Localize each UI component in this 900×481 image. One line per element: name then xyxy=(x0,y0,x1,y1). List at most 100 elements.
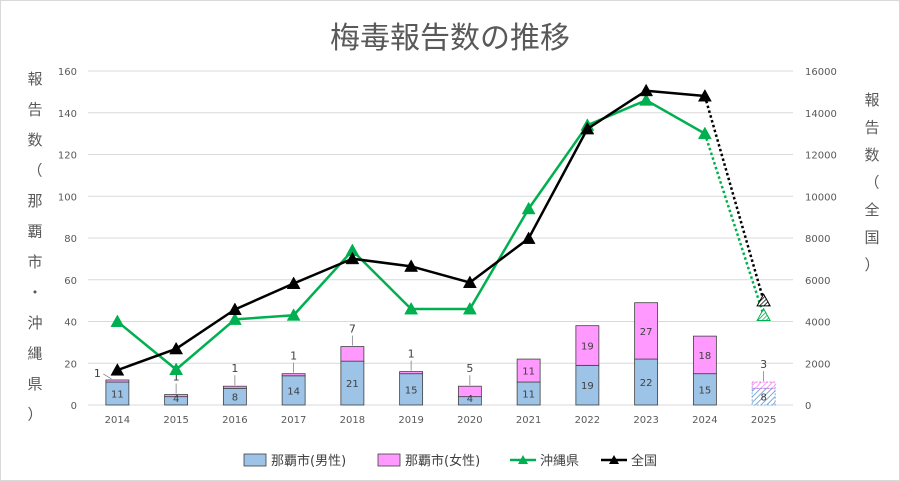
marker-全国-2023 xyxy=(639,83,654,97)
right-tick-label: 16000 xyxy=(805,67,837,78)
marker-沖縄県-2014 xyxy=(110,314,125,327)
x-tick-label: 2016 xyxy=(222,415,247,426)
bar-label-female-2024: 18 xyxy=(699,351,712,362)
marker-沖縄県-2024 xyxy=(697,126,712,140)
bar-label-male-2015: 4 xyxy=(173,394,179,405)
marker-沖縄県-2025 xyxy=(756,307,771,321)
left-axis-label: 報告数（那覇市・沖縄県） xyxy=(27,70,42,424)
left-tick-label: 40 xyxy=(64,318,77,329)
chart-title: 梅毒報告数の推移 xyxy=(330,21,570,56)
line-provisional-沖縄県 xyxy=(703,133,765,316)
x-tick-label: 2021 xyxy=(516,415,541,426)
x-tick-label: 2020 xyxy=(457,415,482,426)
right-tick-label: 10000 xyxy=(805,192,837,203)
legend-label-那覇市(女性): 那覇市(女性) xyxy=(405,453,480,469)
x-tick-label: 2022 xyxy=(575,415,600,426)
marker-沖縄県-2021 xyxy=(521,201,536,215)
legend-label-那覇市(男性): 那覇市(男性) xyxy=(271,453,346,469)
legend-label-沖縄県: 沖縄県 xyxy=(540,454,579,469)
bar-female-2019 xyxy=(399,371,424,375)
legend-marker-沖縄県 xyxy=(518,455,528,464)
left-tick-label: 80 xyxy=(64,234,77,245)
bars xyxy=(105,302,776,406)
marker-全国-2025 xyxy=(756,293,771,307)
leader-line xyxy=(103,373,112,380)
right-tick-label: 4000 xyxy=(805,318,830,329)
marker-全国-2016 xyxy=(227,302,242,315)
x-tick-label: 2018 xyxy=(340,415,365,426)
legend: 那覇市(男性) 那覇市(女性) 沖縄県 全国 xyxy=(243,453,657,469)
bar-label-male-2014: 11 xyxy=(111,390,124,401)
bar-label-female-2019: 1 xyxy=(408,348,415,361)
left-axis-title: 報告数（那覇市・沖縄県） xyxy=(27,70,42,424)
marker-全国-2015 xyxy=(169,341,184,355)
bar-label-female-2017: 1 xyxy=(290,350,297,363)
x-tick-label: 2025 xyxy=(751,415,776,426)
marker-沖縄県-2023 xyxy=(639,93,654,106)
marker-全国-2018 xyxy=(345,251,360,265)
right-tick-label: 8000 xyxy=(805,234,830,245)
bar-female-2025 xyxy=(751,381,776,389)
legend-swatch-那覇市(男性) xyxy=(243,453,267,467)
left-tick-label: 100 xyxy=(58,192,77,203)
bar-label-female-2020: 5 xyxy=(466,362,473,375)
bar-female-2015 xyxy=(164,394,189,398)
lines xyxy=(110,83,771,376)
left-tick-label: 160 xyxy=(58,67,77,78)
bar-label-male-2023: 22 xyxy=(640,378,653,389)
right-tick-label: 2000 xyxy=(805,359,830,370)
line-provisional-全国 xyxy=(703,95,765,301)
bar-label-female-2016: 1 xyxy=(231,362,238,375)
bar-label-male-2021: 11 xyxy=(522,390,535,401)
marker-全国-2022 xyxy=(580,121,595,135)
left-tick-label: 20 xyxy=(64,359,77,370)
marker-沖縄県-2017 xyxy=(286,308,301,321)
left-tick-label: 120 xyxy=(58,151,77,162)
right-tick-label: 14000 xyxy=(805,109,837,120)
left-tick-label: 60 xyxy=(64,276,77,287)
marker-沖縄県-2015 xyxy=(169,362,184,375)
left-tick-label: 140 xyxy=(58,109,77,120)
legend-swatch-那覇市(女性) xyxy=(377,453,401,467)
x-tick-label: 2017 xyxy=(281,415,306,426)
grid-lines xyxy=(88,70,793,406)
bar-female-2018 xyxy=(340,346,365,362)
right-axis-title: 報告数（全国） xyxy=(864,91,879,274)
bar-female-2016 xyxy=(222,385,247,389)
bar-female-2014 xyxy=(105,379,130,383)
bar-label-female-2022: 19 xyxy=(581,342,594,353)
bar-label-male-2025: 8 xyxy=(760,393,766,404)
bar-label-female-2023: 27 xyxy=(640,327,653,338)
bar-female-2022 xyxy=(575,325,600,366)
x-axis-ticks: 2014 2015 2016 2017 2018 2019 2020 2021 2022 2023… xyxy=(105,415,777,426)
marker-沖縄県-2020 xyxy=(462,301,477,315)
right-axis-ticks: 0 2000 4000 6000 8000 10000 12000 14000 16000 xyxy=(805,67,837,412)
bar-label-female-2025: 3 xyxy=(760,358,767,371)
marker-沖縄県-2019 xyxy=(404,301,419,315)
marker-全国-2021 xyxy=(521,231,536,244)
marker-全国-2020 xyxy=(462,275,477,288)
legend-marker-全国 xyxy=(609,455,619,464)
right-tick-label: 12000 xyxy=(805,151,837,162)
bar-female-2017 xyxy=(281,373,306,377)
x-tick-label: 2023 xyxy=(633,415,658,426)
marker-全国-2019 xyxy=(404,259,419,272)
x-tick-label: 2014 xyxy=(105,415,130,426)
x-tick-label: 2024 xyxy=(692,415,717,426)
bar-female-2021 xyxy=(516,358,541,383)
left-axis-ticks: 0 20 40 60 80 100 120 140 160 xyxy=(58,67,77,412)
bar-label-female-2014: 1 xyxy=(94,367,101,380)
bar-label-female-2021: 11 xyxy=(522,367,535,378)
marker-沖縄県-2016 xyxy=(227,312,242,325)
bar-female-2024 xyxy=(692,335,717,375)
bar-label-male-2022: 19 xyxy=(581,381,594,392)
bar-label-male-2016: 8 xyxy=(232,393,238,404)
bar-label-female-2018: 7 xyxy=(349,323,356,336)
bar-label-male-2017: 14 xyxy=(287,386,300,397)
right-tick-label: 6000 xyxy=(805,276,830,287)
right-axis-label: 報告数（全国） xyxy=(864,91,879,274)
bar-label-male-2020: 4 xyxy=(467,394,473,405)
